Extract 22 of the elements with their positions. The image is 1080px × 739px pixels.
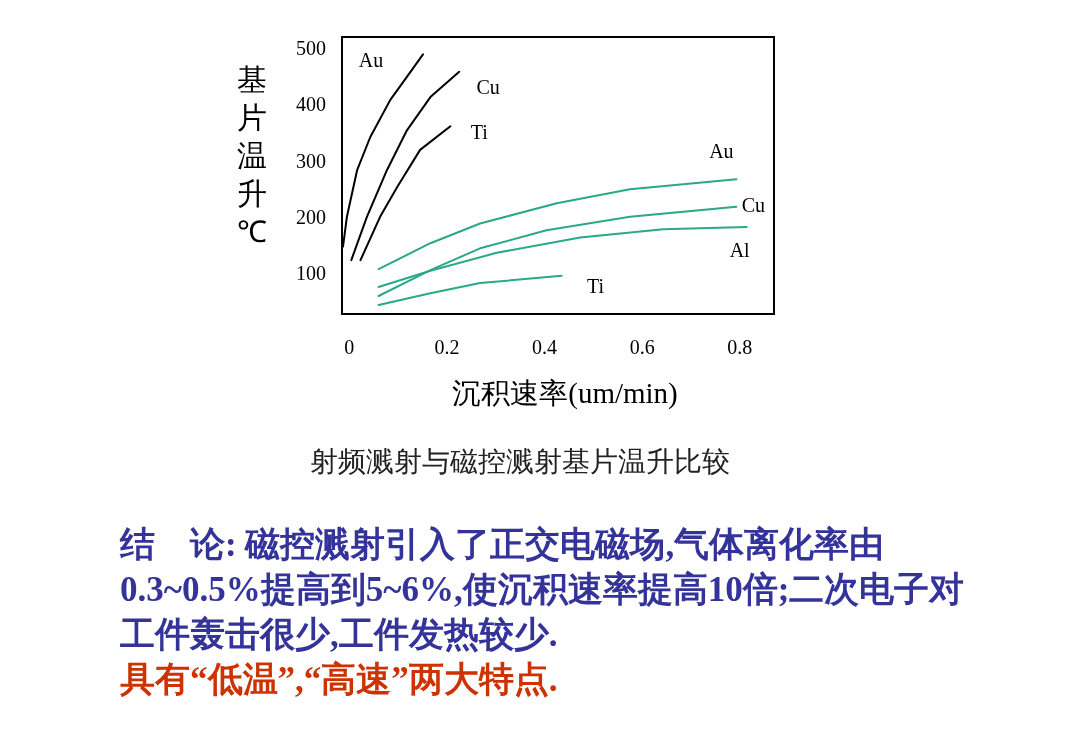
y-tick-label: 200 <box>296 205 326 228</box>
y-tick-label: 300 <box>296 149 326 172</box>
series-label: Ti <box>470 121 489 144</box>
y-axis-title: 基片温升℃ <box>237 63 267 248</box>
x-tick-label: 0.4 <box>532 336 558 358</box>
y-tick-label: 400 <box>296 93 326 116</box>
series-label: Cu <box>476 75 500 98</box>
x-tick-label: 0.8 <box>727 336 753 358</box>
series-label: Ti <box>587 274 605 297</box>
text: 具有“低温”,“高速”两大特点. <box>120 660 558 699</box>
series-label: Au <box>358 49 384 72</box>
series-label: Al <box>729 238 751 261</box>
series-label: Au <box>709 140 734 163</box>
series-label: Cu <box>741 193 766 216</box>
x-axis-title: 沉积速率(um/min) <box>452 377 678 410</box>
x-tick-label: 0 <box>344 336 355 358</box>
y-tick-label: 100 <box>296 261 326 284</box>
y-tick-label: 500 <box>296 37 326 60</box>
text: 结 论: 磁控溅射引入了正交电磁场,气体离化率由0.3~0.5%提高到5~6%,使沉积速率提高10倍;二次电子对工件轰击很少,工件发热较少. <box>120 525 965 654</box>
x-tick-label: 0.6 <box>629 336 655 358</box>
text: 射频溅射与磁控溅射基片温升比较 <box>309 445 731 479</box>
x-tick-label: 0.2 <box>434 336 460 358</box>
